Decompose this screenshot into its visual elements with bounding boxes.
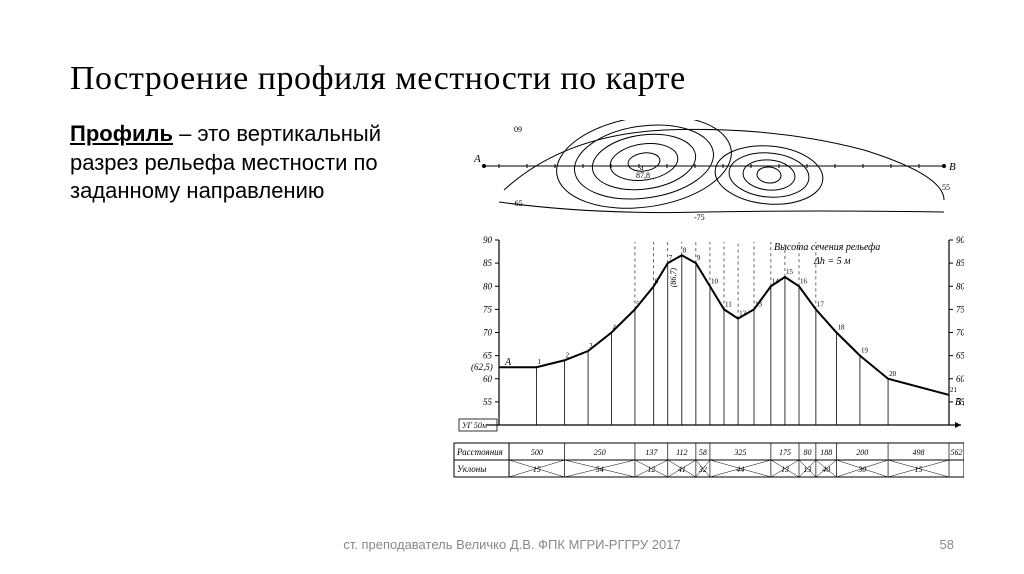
definition-term: Профиль: [70, 121, 173, 146]
svg-text:5: 5: [636, 300, 640, 308]
svg-text:20: 20: [889, 370, 897, 378]
svg-text:12: 12: [647, 465, 655, 474]
svg-text:19: 19: [861, 347, 869, 355]
svg-text:16: 16: [800, 277, 808, 285]
svg-text:3: 3: [589, 342, 593, 350]
svg-text:4: 4: [613, 324, 617, 332]
svg-text:B: B: [955, 397, 961, 408]
svg-text:75: 75: [956, 304, 964, 314]
svg-text:12: 12: [739, 310, 747, 318]
svg-text:137: 137: [645, 448, 658, 457]
svg-text:65: 65: [956, 351, 964, 361]
svg-text:65: 65: [483, 351, 493, 361]
definition-block: Профиль – это вертикальный разрез рельеф…: [70, 120, 414, 500]
svg-text:-65: -65: [512, 199, 523, 208]
svg-text:13: 13: [781, 465, 789, 474]
svg-text:Высота сечения рельефа: Высота сечения рельефа: [774, 242, 880, 253]
svg-text:Уклоны: Уклоны: [457, 464, 486, 474]
svg-text:498: 498: [913, 448, 925, 457]
svg-text:17: 17: [817, 300, 825, 308]
svg-text:A: A: [473, 153, 481, 165]
svg-text:15: 15: [786, 268, 794, 276]
svg-text:325: 325: [733, 448, 746, 457]
svg-text:10: 10: [711, 277, 719, 285]
svg-text:60: 60: [956, 374, 964, 384]
svg-text:32: 32: [698, 465, 707, 474]
svg-text:41: 41: [678, 465, 686, 474]
svg-text:60: 60: [483, 374, 493, 384]
svg-text:250: 250: [594, 448, 606, 457]
svg-text:55: 55: [483, 397, 493, 407]
svg-text:87,8: 87,8: [636, 171, 650, 180]
svg-text:562: 562: [951, 448, 963, 457]
svg-text:90: 90: [483, 235, 493, 245]
svg-text:15: 15: [533, 465, 541, 474]
svg-text:13: 13: [755, 300, 763, 308]
svg-text:90: 90: [956, 235, 964, 245]
svg-text:500: 500: [531, 448, 543, 457]
svg-text:1: 1: [538, 358, 542, 366]
svg-text:188: 188: [820, 448, 832, 457]
svg-text:6: 6: [655, 277, 659, 285]
svg-text:80: 80: [956, 281, 964, 291]
svg-text:14: 14: [772, 277, 780, 285]
svg-text:2: 2: [566, 351, 570, 359]
svg-text:70: 70: [483, 328, 493, 338]
svg-text:Расстояния: Расстояния: [456, 447, 503, 457]
svg-text:УГ 50м: УГ 50м: [462, 421, 487, 430]
svg-text:58: 58: [699, 448, 707, 457]
svg-text:15: 15: [915, 465, 923, 474]
svg-text:44: 44: [736, 465, 744, 474]
svg-text:30: 30: [857, 465, 866, 474]
svg-text:85: 85: [956, 258, 964, 268]
svg-text:9: 9: [697, 254, 701, 262]
svg-text:175: 175: [779, 448, 791, 457]
page-title: Построение профиля местности по карте: [70, 60, 964, 98]
svg-text:09: 09: [514, 125, 522, 134]
svg-text:A: A: [504, 357, 512, 368]
svg-text:11: 11: [725, 300, 732, 308]
svg-text:7: 7: [669, 254, 673, 262]
svg-text:8: 8: [683, 246, 687, 254]
svg-text:55: 55: [942, 183, 950, 192]
svg-text:112: 112: [676, 448, 687, 457]
svg-text:-75: -75: [694, 213, 705, 222]
svg-text:(56,5): (56,5): [963, 397, 964, 407]
svg-text:21: 21: [950, 386, 958, 394]
svg-text:80: 80: [483, 281, 493, 291]
svg-text:13: 13: [803, 465, 811, 474]
svg-text:85: 85: [483, 258, 493, 268]
svg-text:B: B: [949, 161, 956, 173]
svg-text:(86,7): (86,7): [669, 268, 678, 288]
svg-text:Δh = 5 м: Δh = 5 м: [813, 256, 851, 267]
svg-text:18: 18: [838, 324, 846, 332]
svg-text:a: a: [640, 163, 644, 172]
svg-text:70: 70: [956, 328, 964, 338]
svg-text:75: 75: [483, 304, 493, 314]
footer-page-number: 58: [940, 537, 954, 552]
profile-figure: AB87,8a09-75-655555556060656570707575808…: [444, 120, 964, 500]
svg-text:200: 200: [856, 448, 868, 457]
svg-text:40: 40: [822, 465, 830, 474]
svg-text:54: 54: [596, 465, 604, 474]
svg-text:(62,5): (62,5): [471, 362, 493, 372]
footer-credit: ст. преподаватель Величко Д.В. ФПК МГРИ-…: [0, 537, 1024, 552]
svg-text:80: 80: [803, 448, 811, 457]
